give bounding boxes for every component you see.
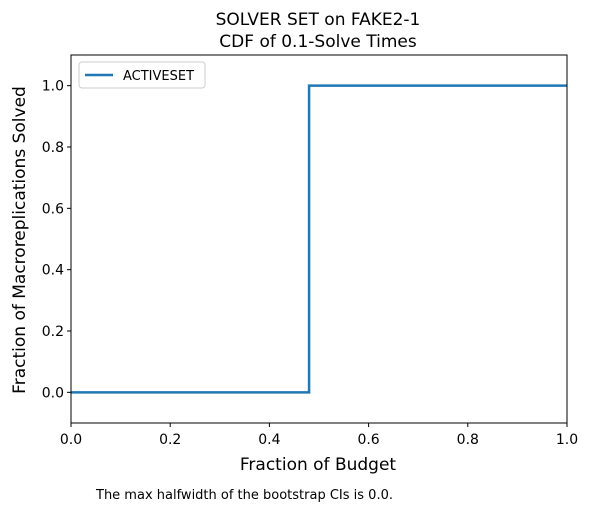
y-tick-label: 0.6 [42, 201, 64, 217]
x-axis-label: Fraction of Budget [240, 455, 397, 475]
series-line-activeset [71, 84, 567, 394]
axes-frame [70, 54, 568, 424]
plot-area: 0.0 0.2 0.4 0.6 0.8 1.0 0.0 0.2 0.4 0.6 0.8 1.0 ACTI… [42, 54, 578, 448]
x-tick-label: 0.6 [357, 432, 379, 448]
chart-title-line1: SOLVER SET on FAKE2-1 [216, 10, 421, 30]
x-tick-label: 0.8 [457, 432, 479, 448]
footnote: The max halfwidth of the bootstrap CIs i… [96, 488, 393, 503]
x-tick-label: 1.0 [556, 432, 578, 448]
x-tick-label: 0.0 [60, 432, 82, 448]
x-tick-label: 0.2 [159, 432, 181, 448]
x-tick-label: 0.4 [258, 432, 280, 448]
y-tick-label: 0.8 [42, 140, 64, 156]
legend-label-activeset: ACTIVESET [123, 69, 194, 84]
y-tick-label: 0.0 [42, 385, 64, 401]
y-tick-label: 0.4 [42, 263, 64, 279]
y-tick-label: 0.2 [42, 324, 64, 340]
chart-title-line2: CDF of 0.1-Solve Times [219, 32, 417, 52]
y-axis-label: Fraction of Macroreplications Solved [10, 86, 30, 394]
legend-box [78, 61, 206, 89]
y-tick-label: 1.0 [42, 79, 64, 95]
